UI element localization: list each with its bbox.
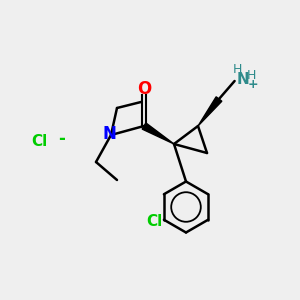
Text: Cl: Cl <box>147 214 163 229</box>
Text: -: - <box>58 130 65 148</box>
Text: O: O <box>137 80 151 98</box>
Text: H: H <box>233 63 242 76</box>
Text: Cl: Cl <box>31 134 47 148</box>
Text: +: + <box>247 78 258 92</box>
Text: N: N <box>237 72 249 87</box>
Polygon shape <box>198 97 222 126</box>
Text: H: H <box>247 69 256 82</box>
Polygon shape <box>142 123 174 144</box>
Text: N: N <box>103 125 116 143</box>
